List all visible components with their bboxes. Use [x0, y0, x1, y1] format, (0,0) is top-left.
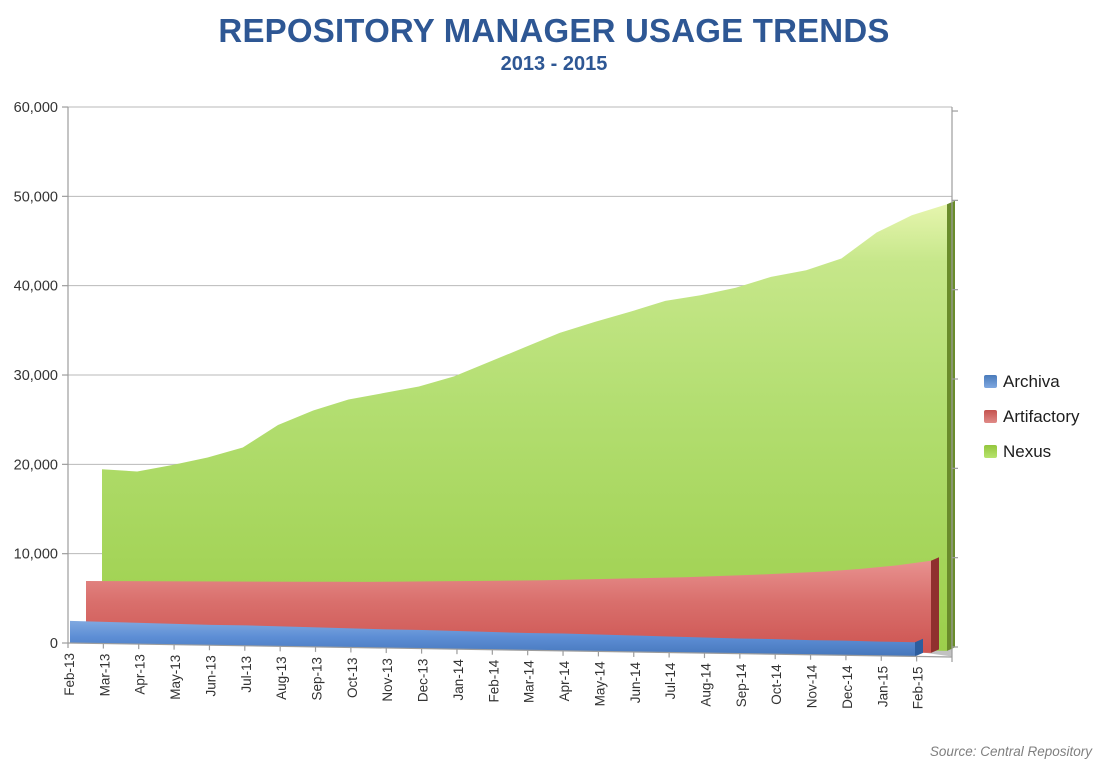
legend-item-artifactory: Artifactory [984, 399, 1080, 434]
area-side-artifactory [931, 557, 939, 653]
y-tick-label: 0 [50, 636, 58, 652]
chart-title: REPOSITORY MANAGER USAGE TRENDS [218, 12, 890, 49]
legend-item-archiva: Archiva [984, 364, 1080, 399]
x-tick-label: Jun-14 [628, 661, 643, 703]
chart-header: REPOSITORY MANAGER USAGE TRENDS 2013 - 2… [0, 12, 1108, 76]
area-nexus [102, 204, 947, 651]
x-tick-label: Sep-14 [734, 663, 749, 707]
x-tick-label: Jul-14 [663, 662, 678, 699]
y-tick-label: 40,000 [14, 279, 58, 295]
area-side-nexus [947, 200, 955, 651]
x-axis [67, 642, 953, 658]
x-tick-label: Sep-13 [310, 657, 325, 701]
source-note: Source: Central Repository [929, 744, 1092, 759]
x-tick-label: Aug-13 [274, 656, 289, 700]
x-tick-label: May-14 [592, 661, 607, 707]
series-nexus [102, 200, 955, 651]
x-tick-label: Apr-14 [557, 660, 572, 701]
x-tick-label: Oct-14 [769, 664, 784, 705]
legend-swatch-archiva [984, 375, 997, 388]
legend: Archiva Artifactory Nexus [984, 364, 1080, 469]
x-tick-label: Nov-14 [805, 664, 820, 708]
y-tick-label: 60,000 [14, 100, 58, 116]
x-tick-label: Jan-15 [875, 666, 890, 707]
y-tick-label: 20,000 [14, 457, 58, 473]
x-tick-label: Oct-13 [345, 657, 360, 698]
x-tick-label: Mar-13 [97, 654, 112, 697]
y-tick-label: 10,000 [14, 547, 58, 563]
series-archiva [70, 620, 923, 657]
x-tick-label: Dec-13 [416, 659, 431, 703]
x-tick-label: Jul-13 [239, 656, 254, 693]
y-tick-label: 30,000 [14, 368, 58, 384]
legend-swatch-artifactory [984, 410, 997, 423]
area-side-archiva [915, 638, 923, 657]
chart-subtitle: 2013 - 2015 [500, 53, 608, 75]
x-tick-label: Aug-14 [698, 663, 713, 707]
x-tick-label: Dec-14 [840, 665, 855, 709]
x-tick-label: Jun-13 [203, 655, 218, 696]
x-tick-label: Jan-14 [451, 659, 466, 701]
axes: 0 10,000 20,000 30,000 40,000 50,000 60,000 Feb… [14, 100, 958, 709]
x-tick-label: May-13 [168, 655, 183, 700]
legend-label-nexus: Nexus [1003, 441, 1052, 461]
x-tick-label: Mar-14 [522, 660, 537, 703]
x-tick-label: Feb-15 [911, 666, 926, 709]
area-archiva [70, 620, 915, 657]
x-tick-label: Nov-13 [380, 658, 395, 702]
y-tick-label: 50,000 [14, 189, 58, 205]
legend-label-artifactory: Artifactory [1003, 406, 1080, 426]
x-tick-label: Feb-14 [486, 659, 501, 702]
legend-item-nexus: Nexus [984, 434, 1080, 469]
x-tick-label: Feb-13 [62, 653, 77, 696]
legend-swatch-nexus [984, 445, 997, 458]
legend-label-archiva: Archiva [1003, 371, 1060, 391]
x-tick-label: Apr-13 [133, 654, 148, 695]
